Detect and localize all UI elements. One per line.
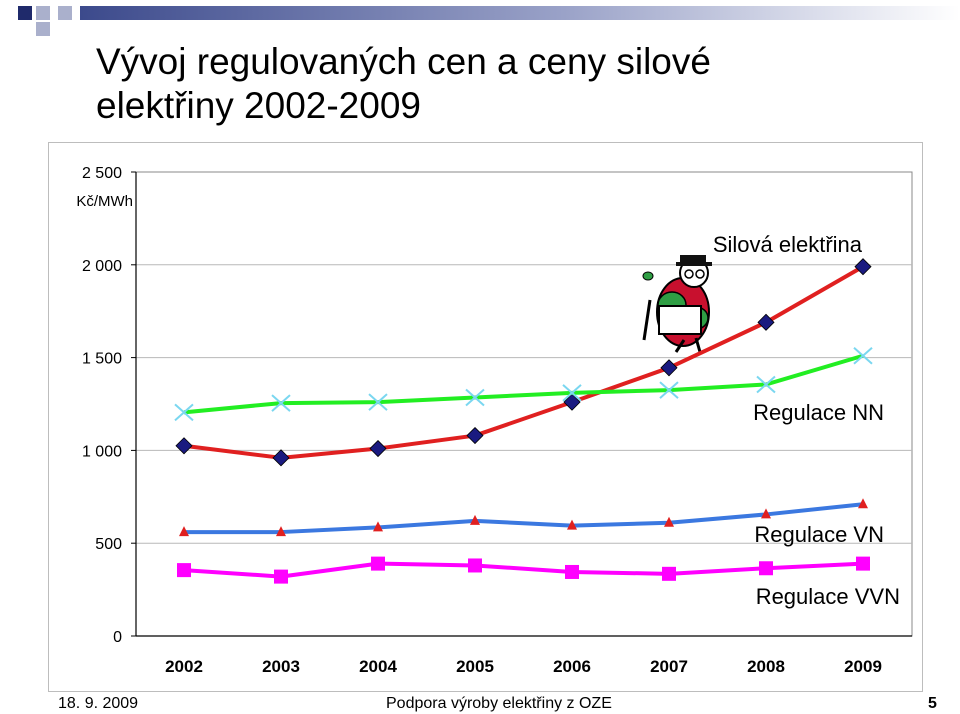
x-tick-label: 2003 [262,657,300,676]
data-point [371,556,385,571]
data-point [563,393,581,411]
x-tick-label: 2004 [359,657,397,676]
slide-title-line2: elektřiny 2002-2009 [96,85,421,126]
data-point [276,526,286,537]
series-label: Regulace NN [753,400,884,425]
data-point [660,359,678,377]
data-point [373,521,383,532]
data-point [662,566,676,581]
header-decoration [0,0,960,40]
x-tick-label: 2002 [165,657,203,676]
data-point [856,556,870,571]
y-tick-label: 2 500 [82,165,122,182]
y-tick-label: 0 [113,629,122,646]
data-point [470,514,480,525]
data-point [274,569,288,584]
data-point [468,558,482,573]
data-point [368,393,388,411]
data-point [562,384,582,402]
data-point [664,516,674,527]
x-tick-label: 2007 [650,657,688,676]
page-number: 5 [928,695,937,712]
money-man-illustration [642,255,712,353]
series-line-3 [184,502,864,535]
footer-title: Podpora výroby elektřiny z OZE [386,695,612,712]
data-point [756,375,776,394]
series-line-4 [183,561,864,579]
data-point [659,381,679,399]
series-label: Silová elektřina [713,232,863,257]
data-point [174,403,194,422]
y-tick-label: 2 000 [82,258,122,275]
data-point [858,498,868,509]
data-point [757,313,775,331]
data-point [759,561,773,576]
data-point [854,258,872,276]
x-tick-label: 2006 [553,657,591,676]
series-label: Regulace VVN [756,584,900,609]
slide-title: Vývoj regulovaných cen a ceny silové ele… [96,40,711,128]
data-point [369,439,387,458]
data-point [465,388,485,407]
series-label: Regulace VN [754,522,884,547]
x-tick-label: 2009 [844,657,882,676]
x-tick-label: 2005 [456,657,494,676]
y-tick-label: 1 000 [82,443,122,460]
data-point [567,519,577,530]
data-point [565,564,579,579]
series-line-2 [183,353,864,415]
y-tick-label: 500 [95,536,122,553]
data-point [853,346,873,365]
x-tick-label: 2008 [747,657,785,676]
footer-date: 18. 9. 2009 [58,695,139,712]
data-point [271,394,291,412]
data-point [272,449,290,467]
data-point [761,508,771,519]
data-point [179,526,189,537]
data-point [466,426,484,445]
series-line-1 [183,264,864,460]
data-point [177,563,191,578]
data-point [175,437,193,455]
slide-title-line1: Vývoj regulovaných cen a ceny silové [96,41,711,82]
y-tick-label: 1 500 [82,351,122,368]
y-unit-label: Kč/MWh [76,193,133,210]
